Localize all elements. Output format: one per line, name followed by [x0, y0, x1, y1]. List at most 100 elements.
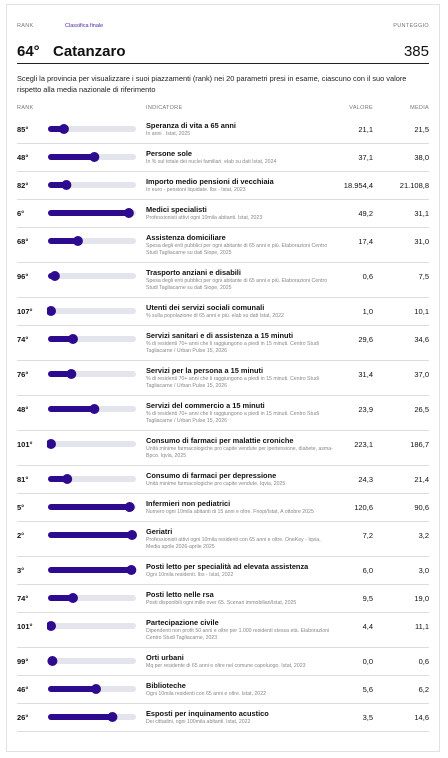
bar-fill — [48, 532, 136, 538]
table-row: 46° Biblioteche Ogni 10mila residenti con … — [17, 676, 429, 704]
table-row: 99° Orti urbani Mq per residente di 65 ann… — [17, 648, 429, 676]
value: 3,5 — [362, 713, 373, 722]
indicator-title: Consumo di farmaci per malattie croniche — [146, 436, 294, 445]
value: 29,6 — [358, 335, 373, 344]
indicator: Consumo di farmaci per malattie croniche… — [146, 436, 336, 460]
rank: 48° — [17, 405, 29, 414]
indicator: Utenti dei servizi sociali comunali% sul… — [146, 303, 336, 320]
bar-track — [48, 126, 136, 132]
rank-bar — [48, 593, 136, 603]
indicator-source: Professionisti attivi ogni 10mila abitan… — [146, 215, 263, 221]
rank-bar — [47, 621, 136, 631]
bar-fill — [48, 686, 99, 692]
value: 37,1 — [358, 153, 373, 162]
indicator-title: Servizi del commercio a 15 minuti — [146, 401, 265, 410]
average: 11,1 — [414, 622, 429, 631]
indicator-title: Servizi per la persona a 15 minuti — [146, 366, 264, 375]
indicator-source: In euro - pensioni liquidate. Ibs - Ista… — [146, 187, 246, 193]
average: 6,2 — [418, 685, 429, 694]
table-row: 101° Partecipazione civile Dipendenti non … — [17, 613, 429, 648]
value: 21,1 — [358, 125, 373, 134]
table-row: 6° Medici specialisti Professionisti attiv… — [17, 200, 429, 228]
average: 21,4 — [414, 475, 429, 484]
rank: 74° — [17, 335, 29, 344]
rank-bar — [48, 124, 136, 134]
average: 38,0 — [414, 153, 429, 162]
rank-bar — [48, 684, 136, 694]
table-row: 101° Consumo di farmaci per malattie cron… — [17, 431, 429, 466]
indicator: Partecipazione civile Dipendenti non prof… — [146, 618, 336, 642]
indicator: Biblioteche Ogni 10mila residenti con 65 … — [146, 681, 336, 698]
indicator: Assistenza domiciliare Spesa degli enti p… — [146, 233, 336, 257]
indicator-title: Utenti dei servizi sociali comunali — [146, 303, 265, 312]
table: 85° Speranza di vita a 65 anni In anni . I… — [17, 116, 429, 732]
column-header: MEDIA — [410, 105, 429, 111]
column-header: INDICATORE — [146, 105, 183, 111]
table-row: 82° Importo medio pensioni di vecchiaia In… — [17, 172, 429, 200]
bar-knob — [47, 306, 56, 316]
indicator: Trasporto anziani e disabili Spesa degli … — [146, 268, 336, 292]
rank: 82° — [17, 181, 29, 190]
table-row: 76° Servizi per la persona a 15 minuti% d… — [17, 361, 429, 396]
indicator: Consumo di farmaci per depressione Unità … — [146, 471, 336, 488]
value: 31,4 — [358, 370, 373, 379]
rank-bar — [48, 334, 136, 344]
indicator-source: Spesa degli enti pubblici per ogni abita… — [146, 278, 328, 291]
indicator: Infermieri non pediatrici Numero ogni 10m… — [146, 499, 336, 516]
average: 37,0 — [414, 370, 429, 379]
indicator-title: Geriatri — [146, 527, 173, 536]
indicator-title: Importo medio pensioni di vecchiaia — [146, 177, 274, 186]
indicator-source: Numero ogni 10mila abitanti di 15 anni e… — [146, 509, 314, 515]
bar-fill — [48, 406, 98, 412]
rank: 2° — [17, 531, 25, 540]
rank-bar — [48, 502, 136, 512]
indicator-source: Ogni 10mila residenti. Ibs - Istat, 2022 — [146, 572, 234, 578]
value: 6,0 — [362, 566, 373, 575]
indicator-source: Posti disponibili ogni mille over 65. Sc… — [146, 600, 297, 606]
rank-label: RANK — [17, 23, 34, 29]
bar-knob — [47, 439, 56, 449]
value: 120,6 — [354, 503, 373, 512]
bar-knob — [58, 124, 69, 134]
table-row: 48° Persone sole In % sul totale dei nucle… — [17, 144, 429, 172]
column-headers: RANK INDICATORE VALORE MEDIA — [17, 105, 429, 115]
province[interactable]: Catanzaro — [53, 43, 126, 60]
indicator-source: % sulla popolazione di 65 anni e più. el… — [146, 313, 284, 319]
rank: 99° — [17, 657, 29, 666]
average: 186,7 — [410, 440, 429, 449]
indicator: Servizi sanitari e di assistenza a 15 mi… — [146, 331, 336, 355]
indicator-source: Professionisti attivi ogni 10mila reside… — [146, 537, 321, 550]
table-row: 26° Esposti per inquinamento acustico Dei … — [17, 704, 429, 732]
indicator-title: Partecipazione civile — [146, 618, 219, 627]
indicator-source: In % sul totale dei nuclei familiari. el… — [146, 159, 277, 165]
bar-fill — [48, 714, 116, 720]
indicator: Geriatri Professionisti attivi ogni 10mil… — [146, 527, 336, 551]
indicator-title: Esposti per inquinamento acustico — [146, 709, 269, 718]
indicator-source: Spesa degli enti pubblici per ogni abita… — [146, 243, 328, 256]
average: 21,5 — [414, 125, 429, 134]
indicator: Medici specialisti Professionisti attivi … — [146, 205, 336, 222]
rank-bar — [48, 236, 136, 246]
indicator-source: Ogni 10mila residenti con 65 anni e oltr… — [146, 691, 266, 697]
rank: 76° — [17, 370, 29, 379]
tab[interactable]: Classifica finale — [65, 23, 104, 29]
indicator-title: Servizi sanitari e di assistenza a 15 mi… — [146, 331, 294, 340]
table-row: 48° Servizi del commercio a 15 minuti% di… — [17, 396, 429, 431]
rank-bar — [48, 565, 137, 575]
indicator-source: % di residenti 70+ anni che li raggiungo… — [146, 376, 319, 389]
indicator: Posti letto nelle rsa Posti disponibili o… — [146, 590, 336, 607]
bar-knob — [89, 404, 100, 414]
bar-track — [48, 623, 136, 629]
indicator: Speranza di vita a 65 anni In anni . Ista… — [146, 121, 336, 138]
average: 10,1 — [414, 307, 429, 316]
rank: 46° — [17, 685, 29, 694]
indicator-title: Biblioteche — [146, 681, 186, 690]
bar-knob — [66, 369, 77, 379]
indicator: Esposti per inquinamento acustico Dei cit… — [146, 709, 336, 726]
bar-track — [48, 658, 136, 664]
indicator-title: Consumo di farmaci per depressione — [146, 471, 277, 480]
indicator-title: Speranza di vita a 65 anni — [146, 121, 236, 130]
indicator: Posti letto per specialità ad elevata as… — [146, 562, 336, 579]
rank: 107° — [17, 307, 33, 316]
value: 4,4 — [362, 622, 373, 631]
